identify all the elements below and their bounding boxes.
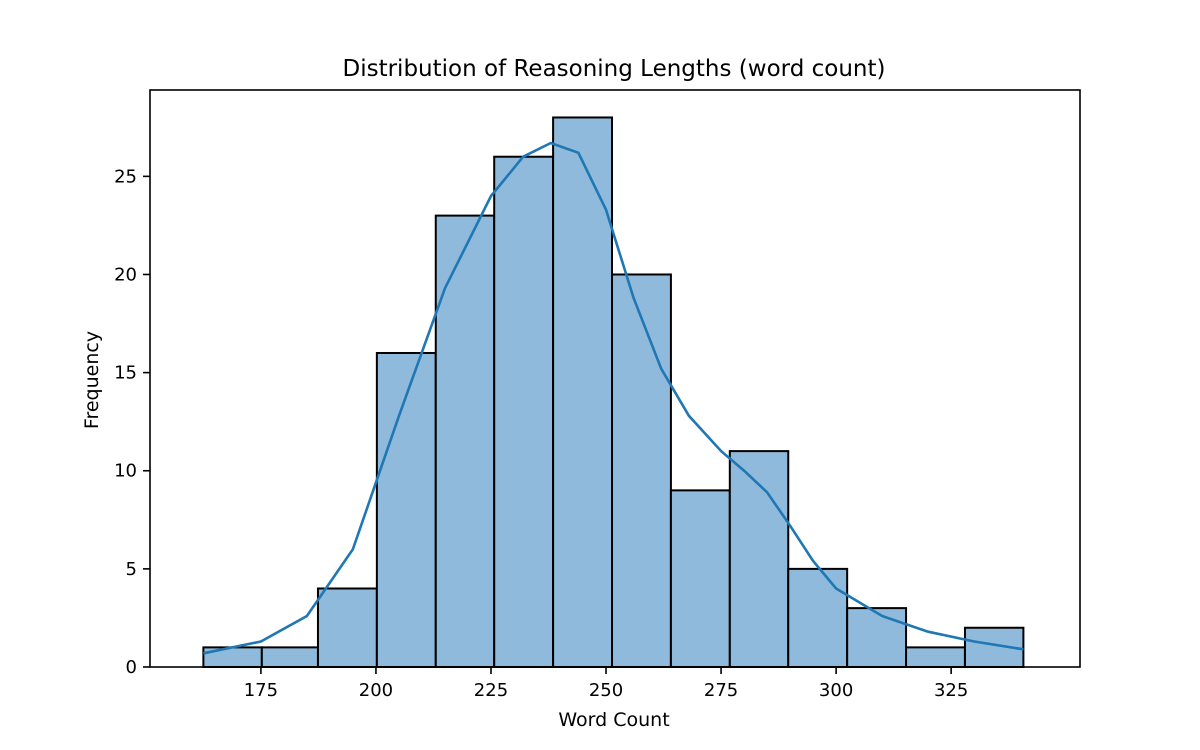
x-axis-label: Word Count	[558, 709, 669, 731]
histogram-bar-3	[375, 351, 437, 668]
plot-frame	[149, 89, 1081, 668]
x-tick-label-5: 300	[819, 680, 853, 701]
y-tick-label-5: 25	[114, 166, 137, 187]
kde-curve	[203, 141, 1024, 655]
histogram-bars	[202, 116, 1025, 668]
histogram-bar-5	[493, 155, 555, 668]
y-tick-label-3: 15	[114, 363, 137, 384]
y-tick-label-1: 5	[126, 559, 137, 580]
y-tick-label-0: 0	[126, 657, 137, 678]
x-tick-label-1: 200	[359, 680, 393, 701]
histogram-bar-6	[552, 116, 614, 668]
x-tick-label-3: 250	[589, 680, 623, 701]
histogram-bar-8	[669, 489, 731, 668]
histogram-bar-7	[611, 273, 672, 668]
y-axis: 0 5 10 15 20 25	[114, 166, 150, 678]
x-tick-label-6: 325	[934, 680, 968, 701]
x-axis: 175 200 225 250 275 300 325	[244, 667, 968, 701]
histogram-bar-11	[846, 607, 908, 668]
histogram-bar-9	[728, 450, 790, 668]
histogram-bar-4	[434, 214, 496, 668]
y-axis-label: Frequency	[81, 331, 103, 429]
histogram-bar-10	[787, 567, 849, 668]
histogram-bar-2	[316, 587, 378, 668]
y-tick-label-4: 20	[114, 264, 137, 285]
chart-title: Distribution of Reasoning Lengths (word …	[343, 56, 886, 82]
histogram-bar-12	[905, 646, 966, 668]
x-tick-label-2: 225	[474, 680, 508, 701]
x-tick-label-0: 175	[244, 680, 278, 701]
histogram-bar-1	[260, 646, 319, 668]
x-tick-label-4: 275	[704, 680, 738, 701]
y-tick-label-2: 10	[114, 461, 137, 482]
